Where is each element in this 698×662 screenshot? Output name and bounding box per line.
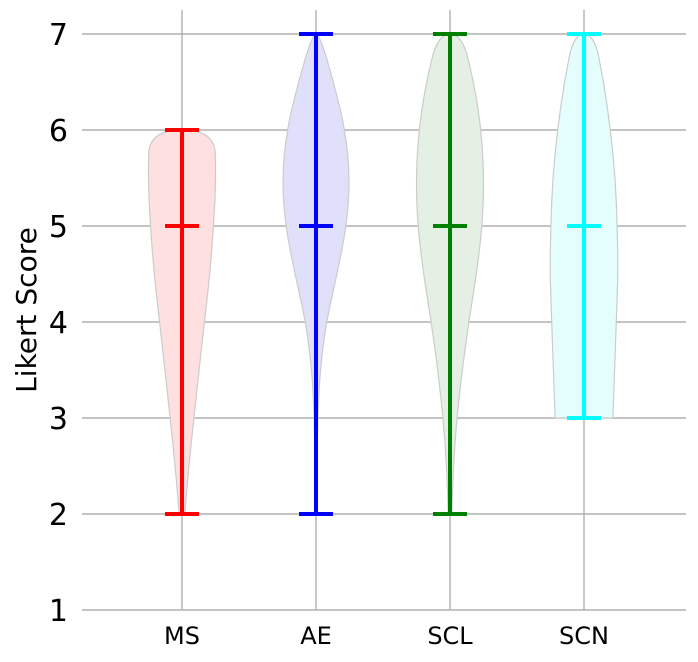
violin-layer xyxy=(147,32,619,516)
y-tick-label-5: 5 xyxy=(49,210,68,245)
y-tick-label-3: 3 xyxy=(49,402,68,437)
y-tick-label-2: 2 xyxy=(49,498,68,533)
x-tick-label-scn: SCN xyxy=(559,622,609,650)
y-tick-label-4: 4 xyxy=(49,306,68,341)
y-tick-label-6: 6 xyxy=(49,114,68,149)
y-axis-label: Likert Score xyxy=(10,227,43,393)
x-tick-label-ae: AE xyxy=(300,622,332,650)
y-tick-label-1: 1 xyxy=(49,594,68,629)
x-tick-label-ms: MS xyxy=(164,622,200,650)
x-tick-label-scl: SCL xyxy=(427,622,473,650)
y-tick-label-7: 7 xyxy=(49,18,68,53)
tick-layer: 1 2 3 4 5 6 7 MS AE SCL SCN xyxy=(49,18,609,650)
